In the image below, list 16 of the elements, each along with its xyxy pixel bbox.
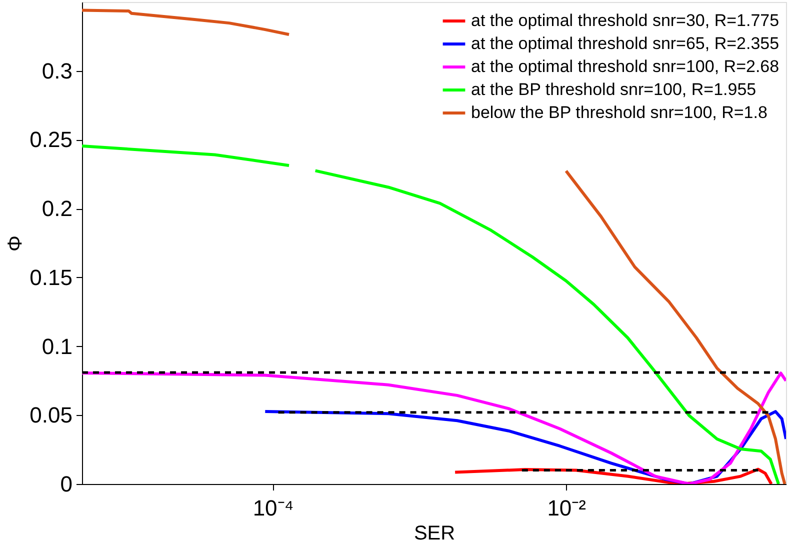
legend-label: at the optimal threshold snr=100, R=2.68 — [471, 57, 780, 76]
y-tick-label: 0.3 — [42, 58, 72, 84]
y-tick-label: 0.05 — [30, 402, 72, 428]
y-tick-label: 0.1 — [42, 334, 72, 359]
x-axis-title: SER — [414, 522, 456, 544]
x-tick-label: 10⁻² — [547, 496, 586, 520]
legend-label: at the optimal threshold snr=30, R=1.775 — [471, 11, 780, 30]
legend-label: below the BP threshold snr=100, R=1.8 — [471, 103, 768, 122]
y-tick-label: 0 — [60, 472, 72, 496]
legend-label: at the BP threshold snr=100, R=1.955 — [471, 80, 756, 99]
y-tick-label: 0.15 — [30, 264, 72, 290]
legend-label: at the optimal threshold snr=65, R=2.355 — [471, 34, 780, 53]
y-axis-title: Φ — [4, 236, 27, 252]
x-tick-label: 10⁻⁴ — [252, 496, 294, 520]
y-tick-label: 0.25 — [30, 127, 72, 152]
y-tick-label: 0.2 — [42, 196, 72, 222]
